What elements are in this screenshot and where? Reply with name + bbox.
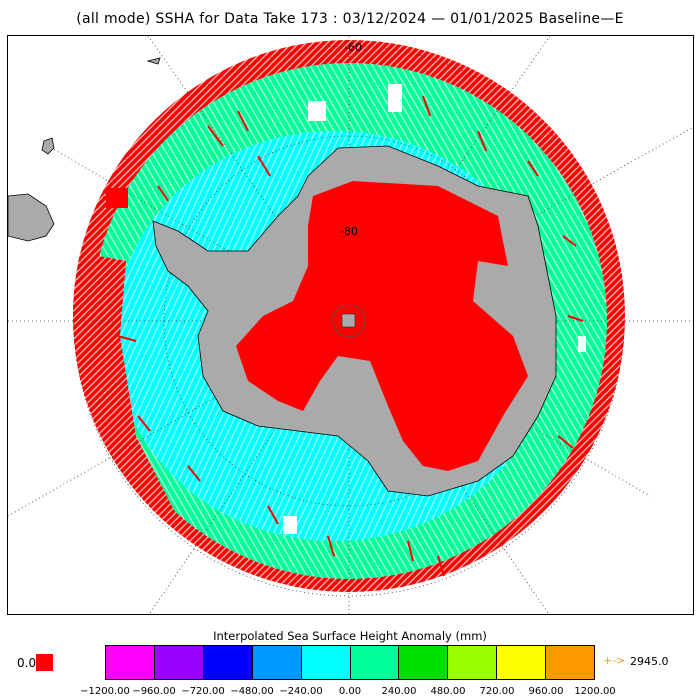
land-color-swatch xyxy=(36,654,53,671)
south-america-land xyxy=(8,193,55,242)
colorbar-ticks: −1200.00 −960.00 −720.00 −480.00 −240.00 0.00… xyxy=(0,686,700,700)
colorbar-cell xyxy=(546,646,595,679)
colorbar-tick-label: −1200.00 xyxy=(80,686,130,697)
colorbar xyxy=(105,645,595,680)
colorbar-tick-label: 960.00 xyxy=(528,686,564,697)
pole-marker xyxy=(341,313,356,328)
pole-circle xyxy=(332,304,366,338)
colorbar-cell xyxy=(106,646,155,679)
red-block-northwest xyxy=(106,188,128,208)
red-swath-streaks xyxy=(117,95,584,577)
map-frame xyxy=(7,35,694,615)
legend-title: Interpolated Sea Surface Height Anomaly … xyxy=(213,629,487,643)
colorbar-cell xyxy=(350,646,400,679)
colorbar-tick-label: 1200.00 xyxy=(574,686,616,697)
latitude-label-80: -80 xyxy=(340,225,358,238)
colorbar-tick-label: −240.00 xyxy=(279,686,323,697)
overflow-arrow-icon: +-> xyxy=(603,654,626,667)
colorbar-tick-label: 720.00 xyxy=(479,686,515,697)
colorbar-cell xyxy=(203,646,253,679)
data-gap-patches xyxy=(283,84,586,534)
land-value-label: 0.0 xyxy=(17,656,37,670)
colorbar-cell xyxy=(301,646,351,679)
colorbar-cell xyxy=(252,646,302,679)
colorbar-cell xyxy=(497,646,547,679)
colorbar-tick-label: −480.00 xyxy=(230,686,274,697)
colorbar-tick-label: −720.00 xyxy=(181,686,225,697)
colorbar-tick-label: 480.00 xyxy=(430,686,466,697)
polar-map xyxy=(8,36,693,614)
colorbar-tick-label: 240.00 xyxy=(381,686,417,697)
small-island xyxy=(146,57,161,65)
falkland-islands xyxy=(41,137,55,155)
map-title: (all mode) SSHA for Data Take 173 : 03/1… xyxy=(76,11,624,27)
colorbar-tick-label: 0.00 xyxy=(338,686,362,697)
overflow-value-label: 2945.0 xyxy=(630,655,669,668)
colorbar-tick-label: −960.00 xyxy=(132,686,176,697)
colorbar-cell xyxy=(154,646,204,679)
latitude-label-60: -60 xyxy=(344,41,362,54)
colorbar-cell xyxy=(399,646,449,679)
antarctica-red-interior xyxy=(236,181,528,471)
colorbar-cell xyxy=(448,646,498,679)
